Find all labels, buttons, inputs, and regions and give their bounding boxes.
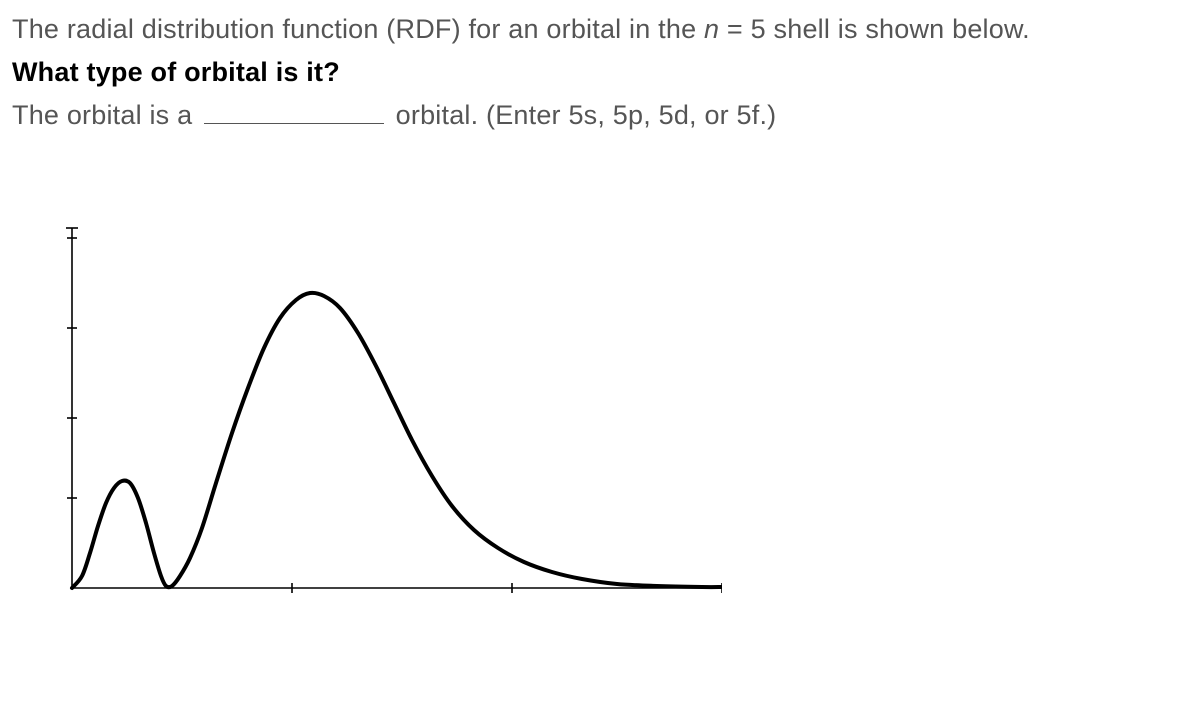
question-line-3: The orbital is a orbital. (Enter 5s, 5p,… — [12, 94, 1188, 137]
rdf-curve — [72, 292, 722, 587]
rdf-chart — [32, 208, 1188, 603]
text-segment: = 5 shell is shown below. — [719, 14, 1030, 44]
question-line-2: What type of orbital is it? — [12, 51, 1188, 94]
question-line-1: The radial distribution function (RDF) f… — [12, 8, 1188, 51]
question-container: The radial distribution function (RDF) f… — [0, 0, 1200, 603]
variable-n: n — [704, 14, 719, 44]
question-prompt: What type of orbital is it? — [12, 57, 340, 87]
text-segment: orbital. (Enter 5s, 5p, 5d, or 5f.) — [388, 100, 776, 130]
text-segment: The radial distribution function (RDF) f… — [12, 14, 704, 44]
rdf-svg — [32, 208, 722, 598]
answer-blank[interactable] — [204, 99, 384, 124]
text-segment: The orbital is a — [12, 100, 200, 130]
